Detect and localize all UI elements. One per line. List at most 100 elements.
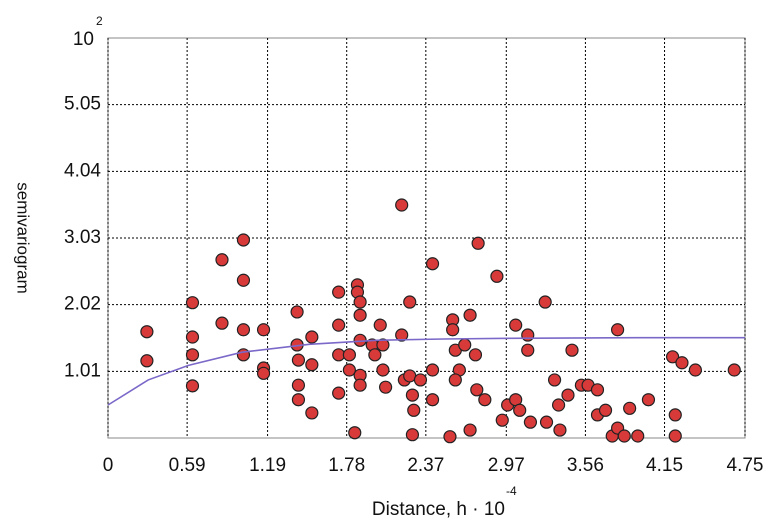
data-point bbox=[140, 354, 154, 368]
data-point bbox=[291, 353, 306, 367]
data-point bbox=[598, 403, 613, 417]
data-point bbox=[458, 338, 472, 352]
data-point bbox=[425, 393, 440, 407]
data-point bbox=[373, 318, 387, 332]
x-axis-label: Distance, h · 10 bbox=[372, 499, 505, 520]
data-point bbox=[470, 383, 484, 397]
data-point bbox=[236, 273, 251, 287]
data-point bbox=[513, 403, 527, 417]
data-point bbox=[668, 429, 682, 443]
data-point bbox=[443, 430, 457, 444]
data-point bbox=[185, 348, 200, 362]
data-point bbox=[185, 379, 200, 393]
y-tick-label: 3.03 bbox=[64, 227, 101, 248]
data-point bbox=[490, 269, 504, 283]
data-point bbox=[291, 393, 306, 407]
data-point bbox=[305, 358, 319, 372]
data-point bbox=[565, 343, 579, 357]
x-tick-label: 2.37 bbox=[407, 455, 444, 476]
data-point bbox=[425, 363, 440, 377]
x-tick-label: 3.56 bbox=[567, 455, 604, 476]
data-point bbox=[641, 393, 656, 407]
data-point bbox=[471, 236, 485, 250]
data-point bbox=[463, 423, 477, 437]
data-point bbox=[551, 398, 566, 412]
data-point bbox=[523, 415, 538, 429]
data-point bbox=[305, 330, 319, 344]
data-point bbox=[353, 308, 367, 322]
data-point bbox=[425, 257, 440, 271]
data-point bbox=[353, 378, 367, 392]
y-tick-label: 5.05 bbox=[64, 94, 101, 115]
data-point bbox=[342, 363, 356, 377]
data-point bbox=[509, 318, 523, 332]
data-point bbox=[665, 350, 680, 364]
data-point bbox=[468, 348, 483, 362]
data-point bbox=[446, 323, 460, 337]
data-point bbox=[291, 378, 306, 392]
data-point bbox=[675, 356, 689, 370]
x-tick-label: 4.75 bbox=[727, 455, 764, 476]
data-point bbox=[495, 413, 509, 427]
data-point bbox=[256, 366, 271, 380]
fitted-line bbox=[107, 336, 745, 406]
data-point bbox=[185, 296, 200, 310]
data-point bbox=[688, 363, 702, 377]
data-point bbox=[342, 348, 356, 362]
data-point bbox=[538, 295, 552, 309]
data-point bbox=[631, 429, 645, 443]
data-point bbox=[185, 330, 200, 344]
data-point bbox=[376, 363, 390, 377]
data-point bbox=[521, 343, 535, 357]
data-point bbox=[413, 373, 428, 387]
data-point bbox=[378, 380, 393, 394]
data-point bbox=[617, 429, 631, 443]
data-point bbox=[539, 415, 554, 429]
data-point bbox=[610, 323, 625, 337]
data-point bbox=[140, 325, 154, 339]
data-point bbox=[521, 328, 535, 342]
data-point bbox=[668, 408, 682, 422]
data-point bbox=[256, 323, 271, 337]
x-tick-label: 1.78 bbox=[328, 455, 365, 476]
data-point bbox=[405, 428, 420, 442]
data-point bbox=[407, 403, 421, 417]
y-multiplier-base: 10 bbox=[73, 29, 94, 50]
data-point bbox=[478, 393, 492, 407]
x-tick-label: 0 bbox=[103, 455, 114, 476]
marks bbox=[107, 198, 745, 444]
x-tick-label: 1.19 bbox=[249, 455, 286, 476]
y-tick-label: 4.04 bbox=[64, 160, 101, 181]
data-point bbox=[236, 323, 251, 337]
data-point bbox=[305, 406, 319, 420]
y-axis-label: semivariogram bbox=[14, 182, 33, 293]
data-point bbox=[368, 348, 382, 362]
data-point bbox=[590, 383, 605, 397]
data-point bbox=[553, 423, 567, 437]
data-point bbox=[395, 198, 409, 212]
data-point bbox=[405, 388, 420, 402]
x-tick-label: 2.97 bbox=[488, 455, 525, 476]
data-point bbox=[395, 328, 409, 342]
x-axis-label-exponent: -4 bbox=[506, 484, 517, 498]
data-point bbox=[623, 401, 637, 415]
data-point bbox=[727, 363, 741, 377]
data-point bbox=[348, 426, 362, 440]
data-point bbox=[463, 308, 477, 322]
y-tick-label: 2.02 bbox=[64, 294, 101, 315]
data-point bbox=[332, 318, 346, 332]
x-tick-label: 0.59 bbox=[169, 455, 206, 476]
y-tick-label: 1.01 bbox=[64, 360, 101, 381]
data-point bbox=[215, 253, 229, 267]
data-point bbox=[236, 348, 251, 362]
data-point bbox=[448, 373, 462, 387]
data-point bbox=[332, 285, 346, 299]
data-point bbox=[561, 388, 575, 402]
data-point bbox=[236, 233, 251, 247]
y-multiplier-exponent: 2 bbox=[96, 14, 103, 28]
data-point bbox=[353, 295, 367, 309]
data-point bbox=[332, 386, 346, 400]
data-point bbox=[290, 305, 304, 319]
data-point bbox=[547, 373, 562, 387]
